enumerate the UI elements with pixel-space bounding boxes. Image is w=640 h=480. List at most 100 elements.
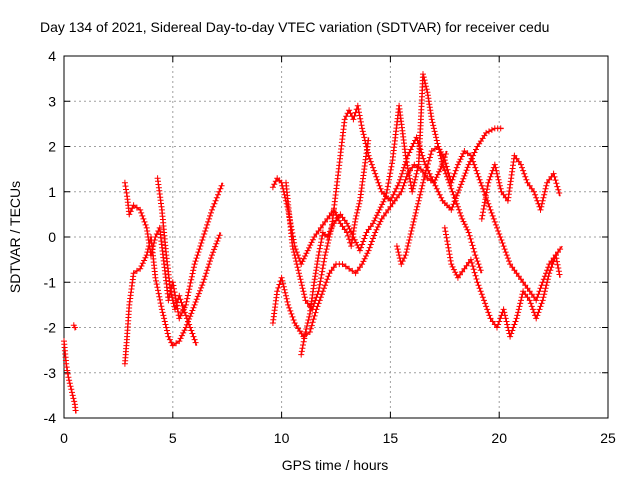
data-point-marker	[399, 185, 406, 192]
data-point-marker	[365, 152, 372, 159]
data-point-marker	[65, 374, 72, 381]
data-point-marker	[303, 250, 310, 257]
data-point-marker	[405, 165, 411, 172]
data-point-marker	[141, 218, 148, 225]
data-point-marker	[383, 190, 390, 196]
data-point-marker	[213, 240, 220, 247]
data-point-marker	[218, 182, 225, 189]
data-point-marker	[364, 146, 371, 153]
data-point-marker	[406, 172, 413, 179]
data-point-marker	[291, 252, 298, 259]
data-point-marker	[385, 206, 392, 213]
data-point-marker	[169, 342, 176, 349]
data-point-marker	[366, 155, 373, 162]
data-point-marker	[353, 239, 359, 246]
data-point-marker	[290, 249, 297, 256]
data-point-marker	[418, 185, 425, 192]
data-point-marker	[479, 212, 486, 219]
data-point-marker	[349, 231, 356, 238]
data-point-marker	[414, 203, 421, 210]
data-point-marker	[354, 242, 361, 249]
data-point-marker	[319, 232, 326, 239]
data-point-marker	[554, 183, 561, 190]
data-point-marker	[534, 294, 541, 301]
data-point-marker	[290, 246, 297, 253]
data-point-marker	[453, 164, 460, 171]
data-marks	[61, 71, 564, 414]
data-point-marker	[439, 161, 446, 168]
data-point-marker	[290, 317, 297, 323]
data-point-marker	[550, 258, 557, 265]
data-point-marker	[286, 304, 293, 311]
data-point-marker	[366, 244, 373, 251]
data-point-marker	[487, 206, 494, 213]
data-point-marker	[420, 71, 426, 78]
data-point-marker	[479, 294, 486, 301]
data-point-marker	[424, 164, 431, 171]
data-point-marker	[276, 281, 283, 288]
data-point-marker	[409, 185, 416, 192]
data-point-marker	[192, 258, 199, 265]
data-point-marker	[207, 212, 213, 219]
data-point-marker	[469, 242, 476, 249]
data-point-marker	[412, 173, 419, 180]
data-point-marker	[141, 257, 148, 264]
data-point-marker	[467, 235, 474, 242]
chart-title: Day 134 of 2021, Sidereal Day-to-day VTE…	[40, 19, 549, 35]
data-point-marker	[539, 197, 546, 204]
data-point-marker	[329, 223, 336, 230]
data-point-marker	[289, 313, 296, 320]
data-point-marker	[415, 164, 421, 171]
data-point-marker	[391, 188, 398, 195]
data-point-marker	[444, 238, 451, 245]
data-point-marker	[208, 255, 214, 262]
data-point-marker	[478, 182, 485, 189]
data-point-marker	[497, 234, 504, 240]
data-point-marker	[171, 285, 177, 292]
data-point-marker	[520, 167, 527, 174]
data-point-marker	[371, 232, 378, 239]
x-tick-label: 25	[600, 430, 616, 446]
data-point-marker	[388, 163, 395, 170]
data-point-marker	[164, 327, 170, 334]
data-point-marker	[281, 286, 288, 293]
data-point-marker	[422, 83, 429, 90]
data-point-marker	[503, 318, 510, 325]
data-point-marker	[546, 270, 553, 277]
data-point-marker	[401, 255, 408, 262]
data-point-marker	[282, 289, 289, 296]
data-point-marker	[320, 262, 327, 268]
data-point-marker	[375, 209, 382, 216]
data-point-marker	[296, 273, 303, 280]
data-point-marker	[155, 290, 162, 297]
data-point-marker	[317, 242, 324, 249]
data-point-marker	[478, 215, 485, 222]
data-point-marker	[461, 221, 468, 228]
data-point-marker	[431, 128, 438, 135]
data-point-marker	[177, 312, 184, 319]
data-point-marker	[449, 263, 456, 270]
data-point-marker	[325, 240, 331, 246]
data-point-marker	[152, 274, 159, 281]
data-point-marker	[523, 176, 530, 183]
data-point-marker	[304, 323, 310, 329]
data-point-marker	[387, 170, 394, 177]
data-point-marker	[191, 336, 198, 343]
data-point-marker	[183, 298, 190, 305]
data-point-marker	[190, 267, 197, 274]
data-point-marker	[448, 179, 455, 186]
data-point-marker	[461, 148, 468, 154]
data-point-marker	[554, 261, 561, 268]
data-point-marker	[465, 161, 472, 168]
data-point-marker	[441, 224, 448, 231]
data-point-marker	[522, 173, 529, 180]
data-point-marker	[168, 291, 175, 298]
y-tick-label: 4	[48, 48, 56, 64]
data-point-marker	[206, 261, 213, 268]
data-point-marker	[440, 164, 447, 171]
data-point-marker	[457, 184, 463, 191]
data-point-marker	[167, 288, 174, 295]
data-point-marker	[454, 203, 461, 210]
data-point-marker	[485, 200, 492, 207]
data-point-marker	[432, 131, 439, 138]
